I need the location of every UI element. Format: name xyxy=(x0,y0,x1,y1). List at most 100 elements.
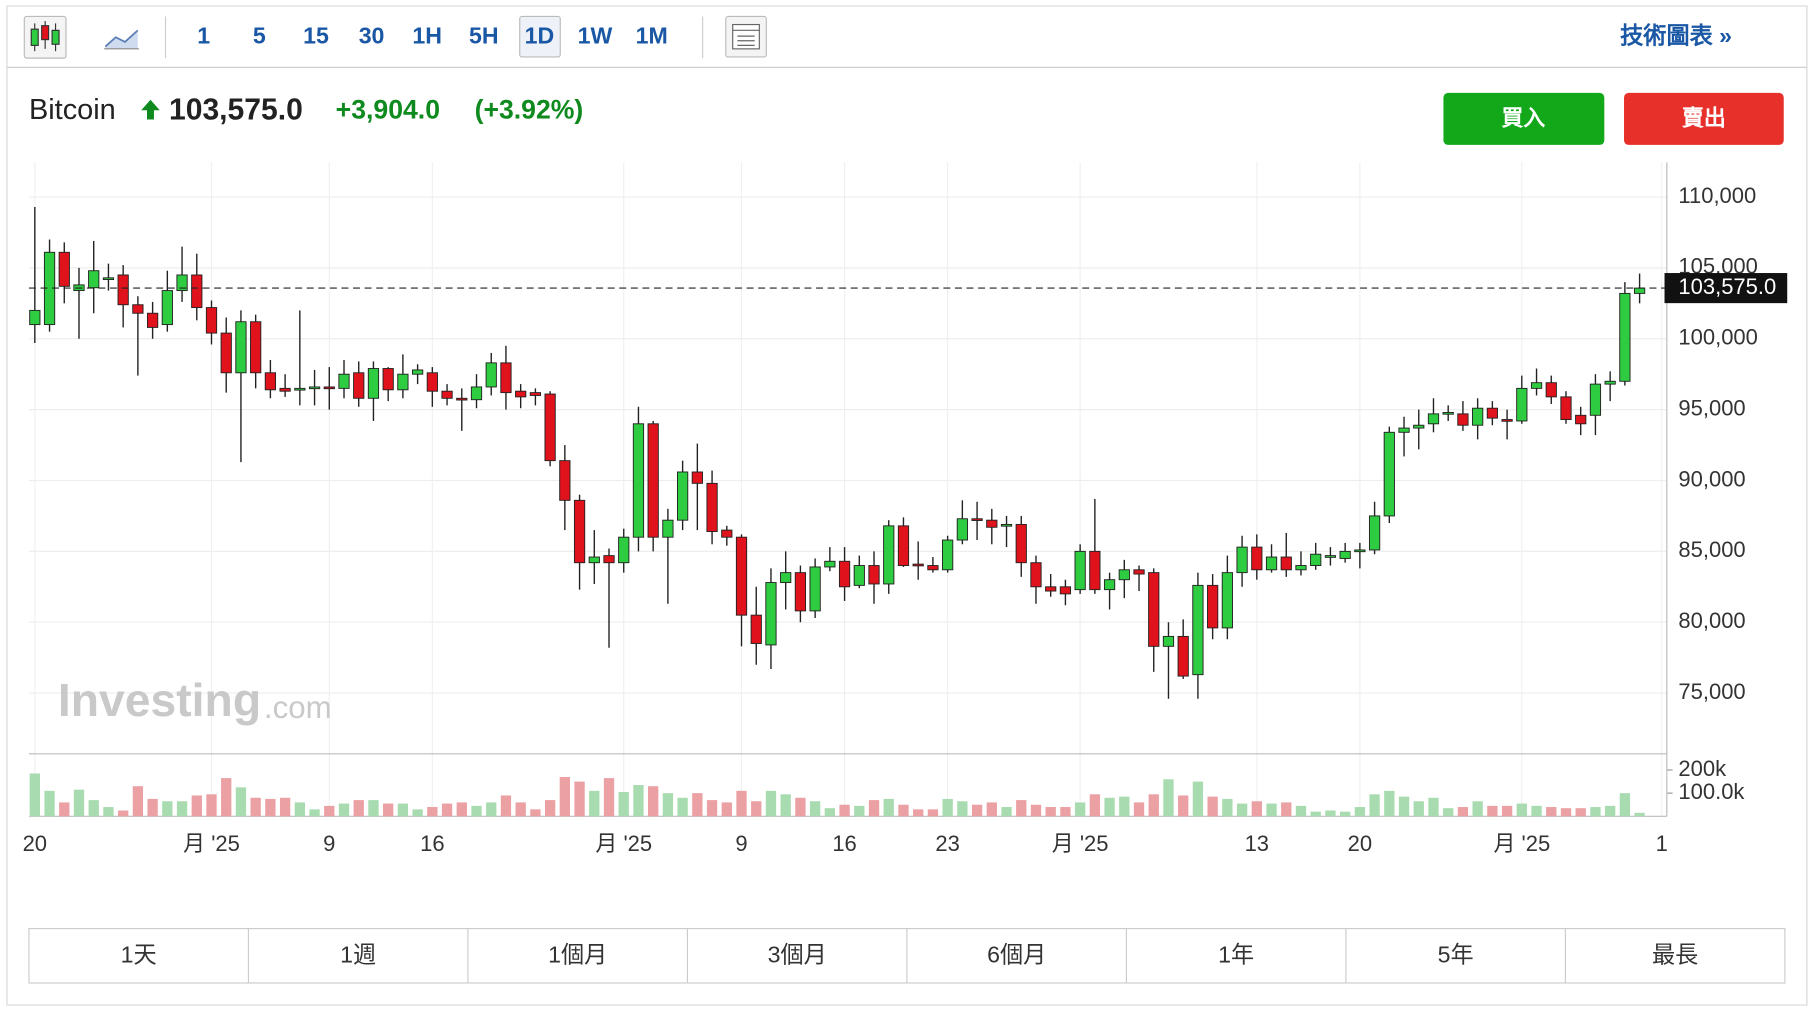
candle-body xyxy=(58,251,70,287)
interval-button[interactable]: 1H xyxy=(412,22,442,48)
interval-label[interactable]: 5H xyxy=(469,22,499,48)
volume-bar xyxy=(1060,807,1071,817)
volume-bar xyxy=(1001,807,1012,817)
layout-icon[interactable] xyxy=(725,15,767,58)
volume-bar xyxy=(118,810,129,817)
range-label[interactable]: 1週 xyxy=(340,941,376,967)
candle-body xyxy=(1310,553,1322,567)
candle-body xyxy=(1192,584,1204,676)
volume-bar xyxy=(1546,807,1557,817)
interval-button[interactable]: 5H xyxy=(469,22,499,48)
buy-label[interactable]: 買入 xyxy=(1501,105,1545,130)
interval-label[interactable]: 1H xyxy=(412,22,442,48)
x-tick-label: 16 xyxy=(832,831,856,856)
volume-bar xyxy=(1281,802,1292,817)
volume-bar xyxy=(986,802,997,817)
candle-body xyxy=(426,372,438,392)
x-tick-label: 月 '25 xyxy=(1493,831,1550,856)
interval-button[interactable]: 1 xyxy=(197,22,210,48)
line-icon[interactable] xyxy=(104,29,139,50)
interval-label[interactable]: 1 xyxy=(197,22,210,48)
buy-button[interactable]: 買入 xyxy=(1443,92,1605,145)
volume-bar xyxy=(338,803,350,817)
volume-bar xyxy=(927,809,939,817)
candle-body xyxy=(1501,419,1513,422)
candle-body xyxy=(588,556,600,564)
sell-button[interactable]: 賣出 xyxy=(1624,92,1784,145)
candle-body xyxy=(942,539,954,571)
candle-body xyxy=(971,518,983,521)
candle-body xyxy=(1221,572,1233,629)
range-label[interactable]: 最長 xyxy=(1652,941,1698,967)
interval-button[interactable]: 15 xyxy=(303,22,329,48)
range-label[interactable]: 6個月 xyxy=(987,941,1046,967)
range-label[interactable]: 1個月 xyxy=(548,941,607,967)
interval-label[interactable]: 1M xyxy=(636,22,668,48)
candle-body xyxy=(1398,427,1410,433)
x-tick-label: 13 xyxy=(1245,831,1269,856)
candle-body xyxy=(117,274,129,306)
volume-bar xyxy=(1148,794,1159,817)
volume-bar xyxy=(471,805,482,817)
change-percent: (+3.92%) xyxy=(475,94,584,124)
volume-bar xyxy=(427,807,438,817)
candle-body xyxy=(1251,546,1263,571)
candle-body xyxy=(721,529,733,538)
interval-label[interactable]: 30 xyxy=(359,22,385,48)
candle-body xyxy=(1604,380,1616,385)
interval-button[interactable]: 1M xyxy=(636,22,668,48)
candle-icon[interactable] xyxy=(23,15,67,59)
range-button[interactable]: 1年 xyxy=(1125,928,1254,983)
interval-label[interactable]: 1W xyxy=(578,22,613,48)
range-button[interactable]: 1個月 xyxy=(467,928,607,983)
volume-bar xyxy=(1575,808,1586,817)
candle-body xyxy=(632,423,645,538)
volume-bar xyxy=(795,797,806,817)
candle-body xyxy=(544,393,556,462)
range-button[interactable]: 最長 xyxy=(1564,928,1698,983)
volume-bar xyxy=(176,801,188,817)
volume-bar xyxy=(898,804,909,817)
interval-label[interactable]: 5 xyxy=(253,22,266,48)
candle-body xyxy=(470,386,483,401)
interval-button[interactable]: 5 xyxy=(253,22,266,48)
x-tick-label: 月 '25 xyxy=(1052,831,1109,856)
range-label[interactable]: 1年 xyxy=(1218,941,1254,967)
interval-label[interactable]: 1D xyxy=(525,22,555,48)
candle-body xyxy=(794,572,807,612)
candle-body xyxy=(853,565,865,586)
volume-bar xyxy=(1634,812,1645,817)
volume-bar xyxy=(1251,801,1262,817)
candle-body xyxy=(132,304,144,314)
candle-body xyxy=(191,274,203,309)
interval-button[interactable]: 30 xyxy=(359,22,385,48)
y-tick-label: 85,000 xyxy=(1678,537,1745,562)
volume-bar xyxy=(1590,807,1601,817)
candle-body xyxy=(1442,411,1454,415)
y-tick-label: 100,000 xyxy=(1678,325,1757,350)
interval-button[interactable]: 1D xyxy=(519,15,561,58)
range-label[interactable]: 3個月 xyxy=(768,941,827,967)
interval-label[interactable]: 15 xyxy=(303,22,329,48)
technical-chart-link[interactable]: 技術圖表 » xyxy=(1620,22,1732,48)
interval-button[interactable]: 1W xyxy=(578,22,613,48)
range-button[interactable]: 1週 xyxy=(247,928,376,983)
range-button[interactable]: 3個月 xyxy=(686,928,827,983)
volume-bar xyxy=(1619,793,1631,817)
range-label[interactable]: 1天 xyxy=(121,941,157,967)
sell-label[interactable]: 賣出 xyxy=(1681,105,1726,130)
candle-body xyxy=(897,525,910,567)
candle-body xyxy=(161,290,173,326)
last-price-tag xyxy=(1664,273,1788,304)
range-button[interactable]: 6個月 xyxy=(906,928,1046,983)
range-label[interactable]: 5年 xyxy=(1438,941,1474,967)
candle-body xyxy=(1516,387,1528,422)
candle-body xyxy=(205,307,218,334)
price: 103,575.0 xyxy=(169,93,303,126)
range-button[interactable]: 5年 xyxy=(1345,928,1474,983)
volume-bar xyxy=(368,800,379,817)
candle-body xyxy=(1427,413,1440,425)
range-button[interactable]: 1天 xyxy=(121,941,157,967)
x-tick-label: 1 xyxy=(1656,831,1668,856)
